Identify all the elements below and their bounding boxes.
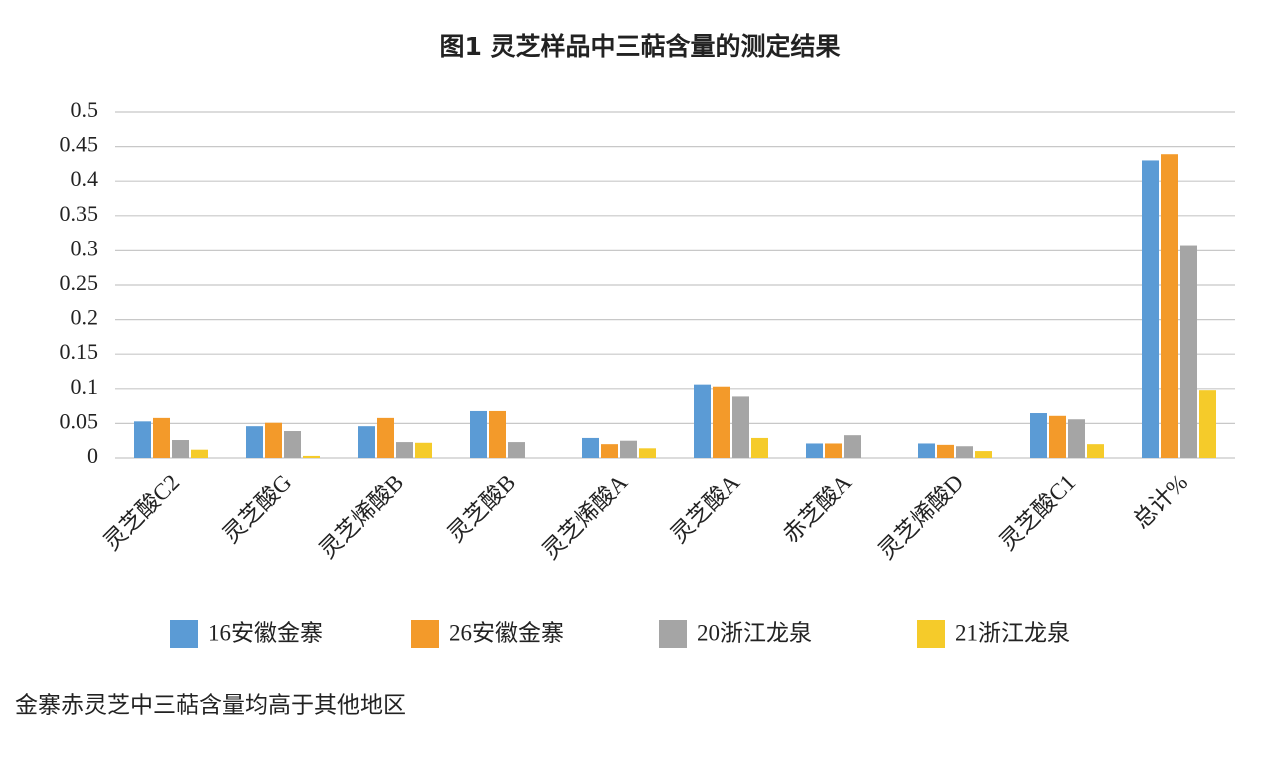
bar (246, 426, 263, 458)
legend-swatch (170, 620, 198, 648)
bar (751, 437, 768, 458)
y-tick-label: 0.25 (60, 270, 99, 295)
x-tick-label: 灵芝酸C2 (99, 470, 184, 555)
bar (582, 437, 599, 458)
bar (937, 444, 954, 458)
bar (1049, 415, 1066, 458)
bar (191, 449, 208, 458)
legend-label: 16安徽金寨 (208, 620, 323, 645)
y-tick-label: 0.05 (60, 408, 99, 433)
bar (470, 410, 487, 458)
bar (134, 421, 151, 458)
x-tick-label: 总计% (1129, 470, 1193, 534)
legend-label: 21浙江龙泉 (955, 620, 1070, 645)
bar (713, 386, 730, 458)
bar (975, 451, 992, 458)
x-tick-label: 赤芝酸A (778, 469, 856, 547)
bar (601, 444, 618, 458)
y-tick-label: 0.3 (71, 235, 99, 260)
x-tick-label: 灵芝酸C1 (995, 470, 1080, 555)
legend-label: 26安徽金寨 (449, 620, 564, 645)
bar (694, 384, 711, 458)
bar (732, 396, 749, 458)
bar (153, 417, 170, 458)
legend-swatch (659, 620, 687, 648)
bar (489, 410, 506, 458)
x-tick-label: 灵芝酸A (666, 469, 744, 547)
legend-swatch (411, 620, 439, 648)
bar (303, 455, 320, 458)
bar (918, 443, 935, 458)
bar (1199, 390, 1216, 458)
x-tick-label: 灵芝酸G (218, 470, 296, 548)
y-tick-label: 0.15 (60, 339, 99, 364)
chart-title: 图1 灵芝样品中三萜含量的测定结果 (439, 32, 840, 61)
y-tick-label: 0 (87, 443, 98, 468)
x-tick-label: 灵芝烯酸D (874, 470, 968, 564)
bar (639, 448, 656, 458)
bar (377, 417, 394, 458)
bar (1180, 245, 1197, 458)
legend-swatch (917, 620, 945, 648)
bar (956, 446, 973, 458)
y-tick-label: 0.1 (71, 374, 99, 399)
bar (396, 442, 413, 458)
bar (806, 443, 823, 458)
y-tick-label: 0.45 (60, 132, 99, 157)
y-tick-label: 0.4 (71, 166, 99, 191)
y-tick-label: 0.35 (60, 201, 99, 226)
bar (284, 431, 301, 458)
bar (358, 426, 375, 458)
bar (508, 442, 525, 458)
x-tick-label: 灵芝酸B (443, 470, 520, 547)
bar (1087, 444, 1104, 458)
bar (265, 422, 282, 458)
bar (844, 435, 861, 458)
y-tick-label: 0.5 (71, 97, 99, 122)
bar (1142, 160, 1159, 458)
y-tick-label: 0.2 (71, 305, 99, 330)
bar (1161, 154, 1178, 458)
bar (1030, 413, 1047, 458)
bar (825, 443, 842, 458)
x-tick-label: 灵芝烯酸B (315, 470, 409, 564)
legend-label: 20浙江龙泉 (697, 620, 812, 645)
annotation: 金寨赤灵芝中三萜含量均高于其他地区 (15, 692, 406, 717)
bar (1068, 419, 1085, 458)
bar (172, 440, 189, 458)
bar (415, 442, 432, 458)
bar (620, 440, 637, 458)
x-tick-label: 灵芝烯酸A (538, 469, 633, 564)
